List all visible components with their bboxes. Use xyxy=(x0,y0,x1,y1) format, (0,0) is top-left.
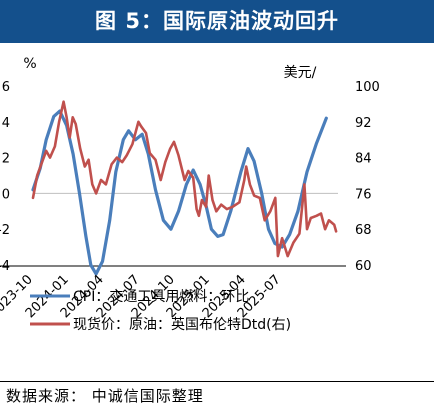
legend-label: 现货价：原油：英国布伦特Dtd(右) xyxy=(73,316,291,333)
legend-label: CPI：交通工具用燃料：环比 xyxy=(73,288,249,305)
left-tick-label: 4 xyxy=(2,116,10,131)
cpi-fuel-line xyxy=(31,109,328,276)
right-axis-unit: 美元/ xyxy=(284,65,317,81)
right-tick-label: 76 xyxy=(355,187,372,202)
right-tick-label: 92 xyxy=(355,116,372,131)
left-axis-unit: % xyxy=(23,56,36,72)
chart-axes xyxy=(0,192,346,267)
left-tick-label: -2 xyxy=(0,223,10,238)
left-tick-label: 2 xyxy=(2,152,10,167)
left-tick-label: 6 xyxy=(2,80,10,95)
title-bar xyxy=(0,0,434,43)
right-tick-label: 68 xyxy=(355,223,372,238)
series-group xyxy=(31,100,338,276)
footer-divider xyxy=(0,381,434,382)
chart-canvas: %6420-2-4美元/10092847668602023-072023-102… xyxy=(0,56,380,333)
right-tick-label: 84 xyxy=(355,152,372,167)
right-tick-label: 100 xyxy=(355,80,380,95)
source-note: 数据来源： 中诚信国际整理 xyxy=(6,387,204,405)
chart-title: 图 5：国际原油波动回升 xyxy=(95,9,339,33)
left-tick-label: 0 xyxy=(2,187,10,202)
right-tick-label: 60 xyxy=(355,259,372,274)
brent-price-line xyxy=(31,100,338,258)
left-tick-label: -4 xyxy=(0,259,10,274)
label-group: %6420-2-4美元/10092847668602023-072023-102… xyxy=(0,56,380,321)
